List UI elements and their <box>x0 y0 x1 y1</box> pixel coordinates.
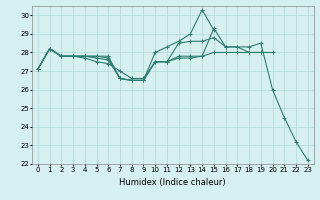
X-axis label: Humidex (Indice chaleur): Humidex (Indice chaleur) <box>119 178 226 187</box>
